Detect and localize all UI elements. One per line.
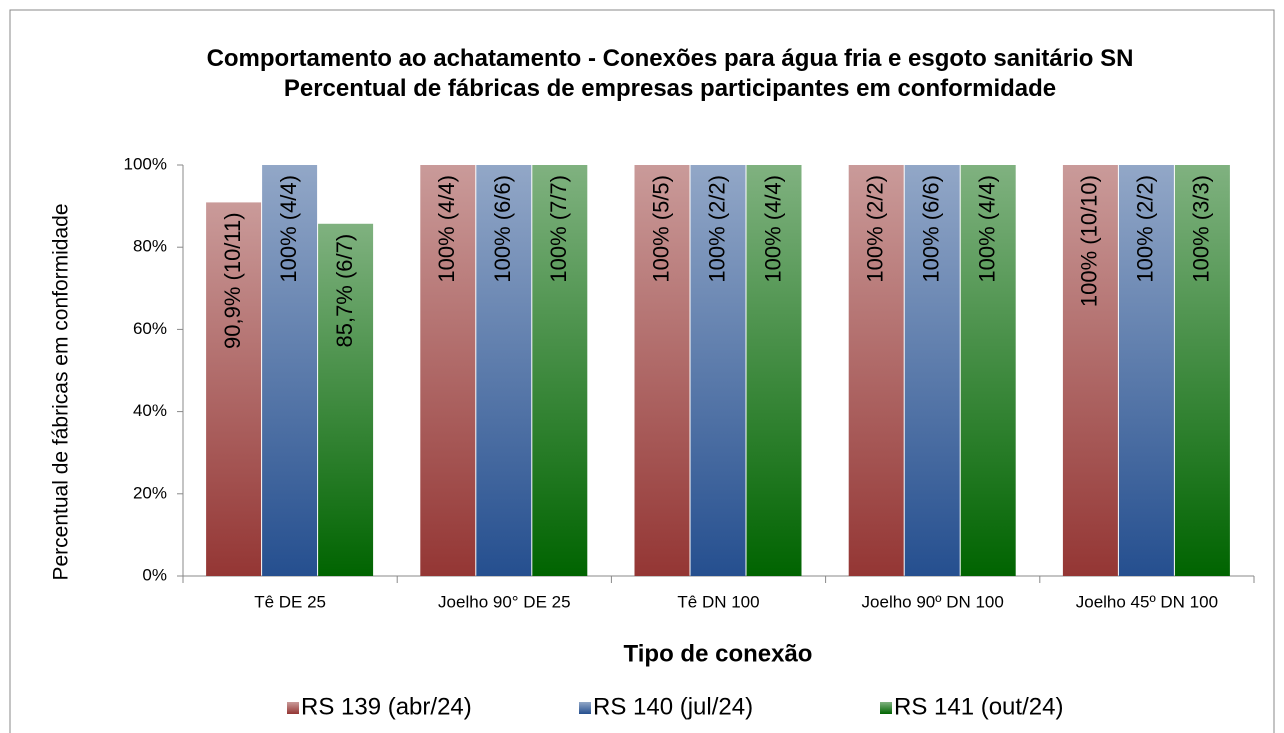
chart-title: Comportamento ao achatamento - Conexões …: [206, 45, 1134, 72]
title-block: Comportamento ao achatamento - Conexões …: [170, 44, 1170, 104]
bar: [206, 202, 262, 576]
y-tick-label: 60%: [133, 319, 167, 338]
bar: [904, 165, 960, 576]
legend-label: RS 139 (abr/24): [301, 693, 472, 720]
bar: [1118, 165, 1174, 576]
bar: [476, 165, 532, 576]
data-label: 100% (4/4): [434, 175, 459, 283]
y-tick-label: 100%: [124, 154, 167, 173]
legend-swatch: [579, 702, 591, 714]
data-label: 100% (10/10): [1077, 175, 1102, 307]
bar: [1062, 165, 1118, 576]
data-label: 100% (3/3): [1189, 175, 1214, 283]
bar: [746, 165, 802, 576]
data-label: 100% (4/4): [276, 175, 301, 283]
data-label: 100% (6/6): [490, 175, 515, 283]
x-axis-label: Tipo de conexão: [624, 640, 813, 667]
x-tick-label: Joelho 90° DE 25: [438, 592, 571, 611]
bar: [262, 165, 318, 576]
data-label: 85,7% (6/7): [332, 234, 357, 348]
bar: [634, 165, 690, 576]
chart-subtitle: Percentual de fábricas de empresas parti…: [283, 75, 1057, 102]
y-axis-label: Percentual de fábricas em conformidade: [50, 203, 73, 580]
data-label: 100% (5/5): [648, 175, 673, 283]
y-tick-label: 80%: [133, 237, 167, 256]
data-label: 90,9% (10/11): [220, 212, 245, 349]
legend-swatch: [880, 702, 892, 714]
x-tick-label: Tê DE 25: [254, 592, 326, 611]
bar: [848, 165, 904, 576]
bar: [690, 165, 746, 576]
y-tick-label: 0%: [142, 565, 167, 584]
data-label: 100% (2/2): [863, 175, 888, 283]
bar: [960, 165, 1016, 576]
data-label: 100% (4/4): [975, 175, 1000, 283]
y-tick-label: 20%: [133, 483, 167, 502]
legend-label: RS 141 (out/24): [894, 693, 1063, 720]
x-tick-label: Joelho 45º DN 100: [1076, 592, 1218, 611]
x-tick-label: Tê DN 100: [677, 592, 759, 611]
bar: [1174, 165, 1230, 576]
data-label: 100% (4/4): [760, 175, 785, 283]
bar: [318, 223, 374, 576]
data-label: 100% (2/2): [704, 175, 729, 283]
x-tick-label: Joelho 90º DN 100: [862, 592, 1004, 611]
data-label: 100% (2/2): [1133, 175, 1158, 283]
data-label: 100% (6/6): [919, 175, 944, 283]
data-label: 100% (7/7): [546, 175, 571, 283]
legend-swatch: [287, 702, 299, 714]
legend-label: RS 140 (jul/24): [593, 693, 753, 720]
bar: [532, 165, 588, 576]
y-tick-label: 40%: [133, 401, 167, 420]
bar: [420, 165, 476, 576]
chart-frame: [9, 9, 1275, 733]
